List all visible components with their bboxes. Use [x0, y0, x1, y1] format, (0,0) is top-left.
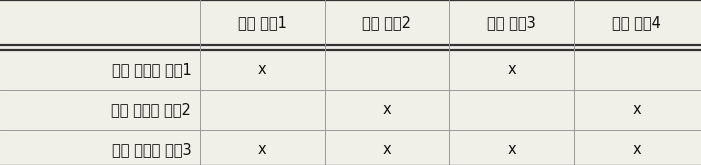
Text: 이해 관심의 성겡2: 이해 관심의 성겡2: [111, 102, 191, 117]
Text: x: x: [508, 62, 516, 77]
Text: 관련 집단4: 관련 집단4: [612, 15, 661, 30]
Text: x: x: [258, 142, 266, 157]
Text: x: x: [383, 142, 391, 157]
Text: 관련 집단2: 관련 집단2: [362, 15, 411, 30]
Text: x: x: [632, 142, 641, 157]
Text: 관련 집단3: 관련 집단3: [487, 15, 536, 30]
Text: 관련 집단1: 관련 집단1: [238, 15, 287, 30]
Text: x: x: [508, 142, 516, 157]
Text: 이해 관심의 성겡3: 이해 관심의 성겡3: [111, 142, 191, 157]
Text: 이해 관심의 성겡1: 이해 관심의 성겡1: [111, 62, 191, 77]
Text: x: x: [258, 62, 266, 77]
Text: x: x: [632, 102, 641, 117]
Text: x: x: [383, 102, 391, 117]
